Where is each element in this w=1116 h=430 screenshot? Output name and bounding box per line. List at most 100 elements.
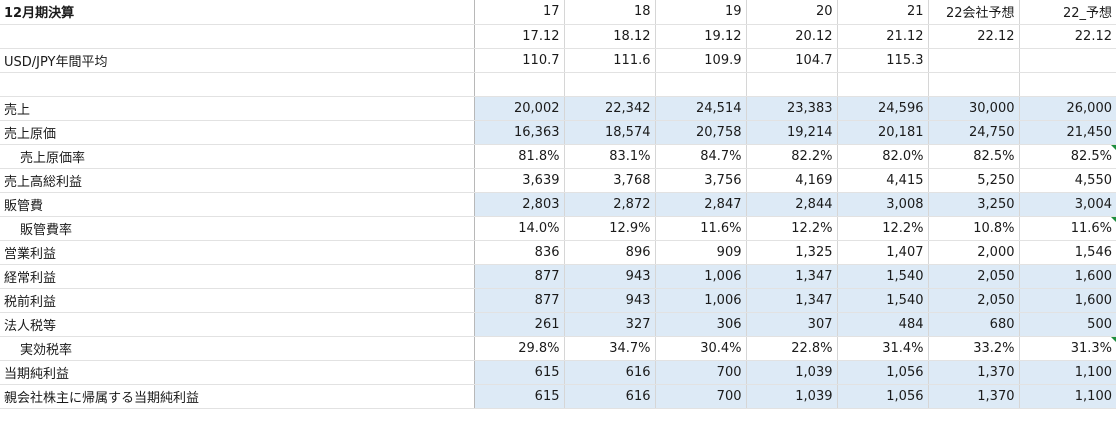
- cell-year[interactable]: 18: [564, 0, 656, 25]
- cell-value[interactable]: 4,169: [746, 168, 838, 193]
- cell-value[interactable]: 12.2%: [837, 216, 929, 241]
- cell-value[interactable]: 2,050: [928, 288, 1020, 313]
- cell-value[interactable]: 4,550: [1019, 168, 1116, 193]
- cell-period[interactable]: 21.12: [837, 24, 929, 49]
- cell-value[interactable]: 34.7%: [564, 336, 656, 361]
- cell-value[interactable]: 1,006: [655, 288, 747, 313]
- cell-value[interactable]: 1,600: [1019, 288, 1116, 313]
- cell-value[interactable]: 82.2%: [746, 144, 838, 169]
- cell-value[interactable]: 115.3: [837, 48, 929, 73]
- cell-value[interactable]: 616: [564, 384, 656, 409]
- cell-label[interactable]: 実効税率: [0, 336, 475, 361]
- cell-value[interactable]: 327: [564, 312, 656, 337]
- cell-year[interactable]: 17: [474, 0, 565, 25]
- cell-value[interactable]: 22,342: [564, 96, 656, 121]
- cell-label[interactable]: 親会社株主に帰属する当期純利益: [0, 384, 475, 409]
- cell-value[interactable]: 943: [564, 288, 656, 313]
- cell-value[interactable]: 33.2%: [928, 336, 1020, 361]
- cell-value[interactable]: 20,758: [655, 120, 747, 145]
- cell-value[interactable]: 111.6: [564, 48, 656, 73]
- cell-value[interactable]: 616: [564, 360, 656, 385]
- cell-value[interactable]: 1,056: [837, 384, 929, 409]
- cell-value[interactable]: 21,450: [1019, 120, 1116, 145]
- cell-value[interactable]: 2,872: [564, 192, 656, 217]
- cell-value[interactable]: 11.6%: [1019, 216, 1116, 241]
- cell-value[interactable]: 306: [655, 312, 747, 337]
- cell-value[interactable]: 11.6%: [655, 216, 747, 241]
- cell-value[interactable]: 307: [746, 312, 838, 337]
- cell-year[interactable]: 20: [746, 0, 838, 25]
- cell-value[interactable]: 1,325: [746, 240, 838, 265]
- cell-value[interactable]: 500: [1019, 312, 1116, 337]
- cell-value[interactable]: 877: [474, 264, 565, 289]
- cell-value[interactable]: 615: [474, 384, 565, 409]
- cell-period[interactable]: 22.12: [928, 24, 1020, 49]
- cell-value[interactable]: 110.7: [474, 48, 565, 73]
- cell-value[interactable]: 20,181: [837, 120, 929, 145]
- cell-value[interactable]: 31.4%: [837, 336, 929, 361]
- cell-value[interactable]: 24,514: [655, 96, 747, 121]
- cell-value[interactable]: 109.9: [655, 48, 747, 73]
- cell-value[interactable]: 700: [655, 384, 747, 409]
- cell-empty[interactable]: [0, 24, 475, 49]
- cell-value[interactable]: 484: [837, 312, 929, 337]
- cell-value[interactable]: 1,600: [1019, 264, 1116, 289]
- cell-value[interactable]: 680: [928, 312, 1020, 337]
- cell-value[interactable]: 4,415: [837, 168, 929, 193]
- cell-value[interactable]: 3,008: [837, 192, 929, 217]
- cell-value[interactable]: 2,050: [928, 264, 1020, 289]
- cell-value[interactable]: 943: [564, 264, 656, 289]
- cell-value[interactable]: 1,407: [837, 240, 929, 265]
- cell-value[interactable]: 30.4%: [655, 336, 747, 361]
- cell-value[interactable]: 10.8%: [928, 216, 1020, 241]
- cell-value[interactable]: 1,347: [746, 288, 838, 313]
- cell-title[interactable]: 12月期決算: [0, 0, 475, 25]
- cell-value[interactable]: 2,803: [474, 192, 565, 217]
- cell-value[interactable]: 3,639: [474, 168, 565, 193]
- cell-value[interactable]: 2,847: [655, 192, 747, 217]
- cell-value[interactable]: 1,039: [746, 384, 838, 409]
- cell-value[interactable]: 104.7: [746, 48, 838, 73]
- cell-value[interactable]: 836: [474, 240, 565, 265]
- cell-value[interactable]: 3,250: [928, 192, 1020, 217]
- cell-value[interactable]: 3,004: [1019, 192, 1116, 217]
- cell-empty[interactable]: [0, 72, 475, 97]
- cell-value[interactable]: 877: [474, 288, 565, 313]
- cell-value[interactable]: 26,000: [1019, 96, 1116, 121]
- cell-value[interactable]: 1,347: [746, 264, 838, 289]
- cell-value[interactable]: 700: [655, 360, 747, 385]
- cell-label[interactable]: 販管費: [0, 192, 475, 217]
- cell-value[interactable]: 12.2%: [746, 216, 838, 241]
- cell-value[interactable]: 2,844: [746, 192, 838, 217]
- cell-label[interactable]: 売上: [0, 96, 475, 121]
- cell-value[interactable]: 1,370: [928, 360, 1020, 385]
- cell-value[interactable]: 1,540: [837, 264, 929, 289]
- cell-label[interactable]: 法人税等: [0, 312, 475, 337]
- cell-empty[interactable]: [1019, 72, 1116, 97]
- cell-value[interactable]: 261: [474, 312, 565, 337]
- cell-value[interactable]: 896: [564, 240, 656, 265]
- cell-value[interactable]: 1,100: [1019, 360, 1116, 385]
- cell-value[interactable]: 1,056: [837, 360, 929, 385]
- cell-value[interactable]: 84.7%: [655, 144, 747, 169]
- cell-value[interactable]: 3,756: [655, 168, 747, 193]
- cell-label[interactable]: 売上原価: [0, 120, 475, 145]
- cell-label[interactable]: 当期純利益: [0, 360, 475, 385]
- cell-value[interactable]: 24,596: [837, 96, 929, 121]
- cell-value[interactable]: 909: [655, 240, 747, 265]
- cell-value[interactable]: 82.5%: [928, 144, 1020, 169]
- cell-empty[interactable]: [746, 72, 838, 97]
- cell-value[interactable]: 16,363: [474, 120, 565, 145]
- cell-value[interactable]: 1,370: [928, 384, 1020, 409]
- cell-empty[interactable]: [928, 72, 1020, 97]
- cell-label[interactable]: USD/JPY年間平均: [0, 48, 475, 73]
- cell-value[interactable]: 83.1%: [564, 144, 656, 169]
- cell-empty[interactable]: [837, 72, 929, 97]
- cell-value[interactable]: 5,250: [928, 168, 1020, 193]
- cell-value[interactable]: 82.0%: [837, 144, 929, 169]
- cell-value[interactable]: 18,574: [564, 120, 656, 145]
- cell-value[interactable]: 81.8%: [474, 144, 565, 169]
- cell-year[interactable]: 22_予想: [1019, 0, 1116, 25]
- cell-value[interactable]: 12.9%: [564, 216, 656, 241]
- cell-value[interactable]: 1,006: [655, 264, 747, 289]
